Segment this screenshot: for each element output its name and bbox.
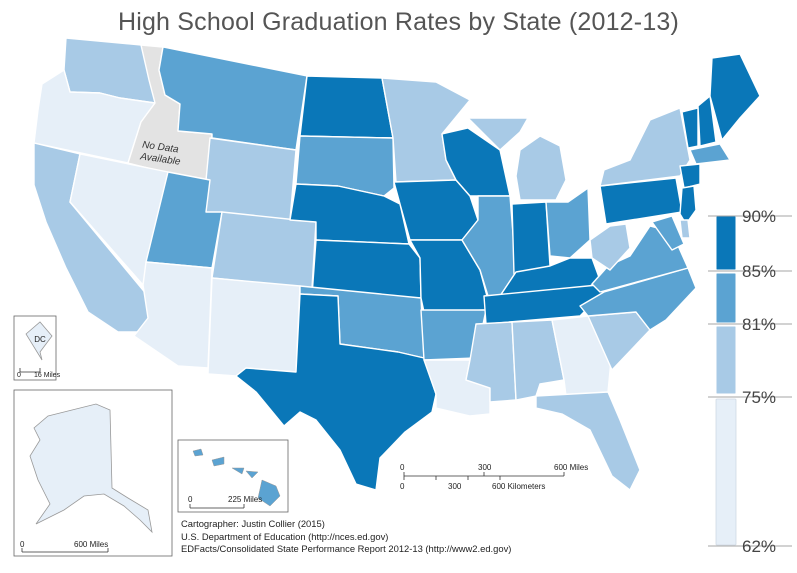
state-IN [511,201,551,275]
legend-swatch-90 [715,215,737,271]
dc-scale-zero: 0 [17,372,21,379]
state-MI [467,117,567,201]
legend-label-90: 90% [742,207,776,226]
legend-swatch-85 [715,272,737,324]
state-CT [679,163,701,189]
dc-scale-label: 16 Miles [34,372,61,379]
state-FL [535,391,641,491]
state-VT [681,107,699,149]
state-WY [202,137,297,221]
legend-label-85: 85% [742,262,776,281]
scale-km-300: 300 [448,482,462,491]
alaska-inset: 0 600 Miles [13,389,173,557]
state-NH [697,95,717,147]
map-title: High School Graduation Rates by State (2… [117,8,680,36]
scale-miles-600: 600 Miles [554,463,588,472]
hawaii-scale-zero: 0 [188,495,193,504]
state-WV [589,223,631,271]
hawaii-scale-label: 225 Miles [228,495,262,504]
state-ME [709,53,761,141]
scale-miles-0: 0 [400,463,405,472]
legend-label-62: 62% [742,537,776,556]
legend-swatch-81 [715,325,737,395]
no-data-label-line1: No Data [141,140,179,156]
credits: Cartographer: Justin Collier (2015) U.S.… [181,518,511,556]
credit-cartographer: Cartographer: Justin Collier (2015) [181,518,325,529]
scale-miles-300: 300 [478,463,492,472]
alaska-scale-zero: 0 [20,540,25,549]
dc-inset: DC 0 16 Miles [13,315,61,381]
credit-report: EDFacts/Consolidated State Performance R… [181,543,512,555]
scale-km-0: 0 [400,482,405,491]
scale-bar: 0 300 600 Miles 0 300 600 Kilometers [400,463,588,491]
alaska-scale-label: 600 Miles [74,540,108,549]
state-NY [599,107,691,187]
state-DE [679,219,691,239]
state-TX [235,293,437,491]
legend-label-75: 75% [742,388,776,407]
state-AK [29,403,153,534]
state-MT [158,46,308,151]
state-DC [25,321,53,361]
legend: 90% 85% 81% 75% 62% [708,207,792,556]
state-HI [192,448,281,507]
state-MD [651,215,685,251]
legend-swatch-75 [715,398,737,546]
state-NC [579,267,697,331]
legend-label-81: 81% [742,315,776,334]
scale-km-600: 600 Kilometers [492,482,545,491]
credit-source: U.S. Department of Education (http://nce… [181,530,389,542]
state-CO [211,211,317,289]
state-ND [299,75,394,139]
hawaii-inset: 0 225 Miles [177,439,289,513]
dc-inset-label: DC [34,335,46,344]
state-NJ [679,185,697,225]
state-NM [207,277,301,377]
state-MA [689,143,731,165]
